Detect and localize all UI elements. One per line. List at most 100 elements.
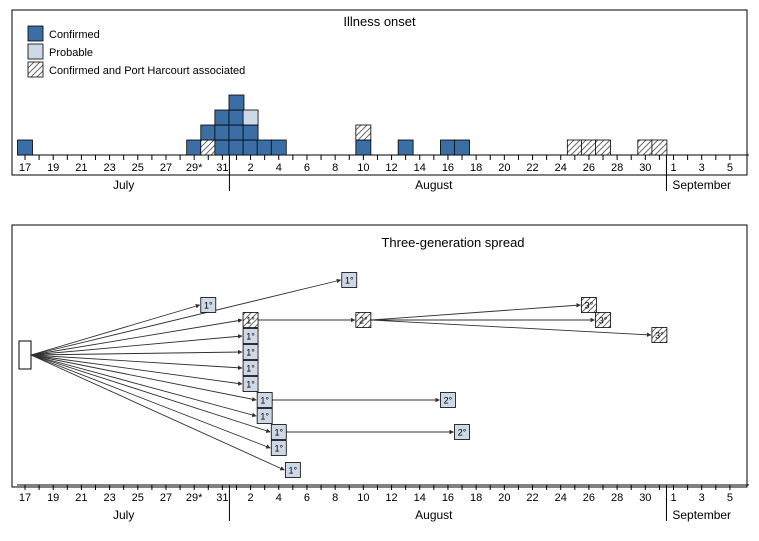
legend-label: Confirmed (49, 29, 100, 41)
case-node-label: 1° (246, 348, 255, 358)
epi-cell (229, 125, 244, 140)
tick-label: 22 (526, 492, 538, 504)
tick-label: 4 (276, 492, 282, 504)
tick-label: 5 (727, 492, 733, 504)
case-node-label: 2° (444, 396, 453, 406)
tick-label: 10 (357, 492, 369, 504)
epi-cell (455, 140, 470, 155)
tick-label: 29* (186, 162, 203, 174)
tick-label: 26 (583, 492, 595, 504)
tick-label: 23 (103, 162, 115, 174)
epi-cell (356, 140, 371, 155)
tick-label: 19 (47, 162, 59, 174)
epi-cell (201, 125, 216, 140)
epi-cell (229, 95, 244, 110)
case-node-label: 1° (260, 396, 269, 406)
tick-label: 20 (498, 492, 510, 504)
case-node-label: 2° (458, 428, 467, 438)
tick-label: 12 (385, 492, 397, 504)
tick-label: 3 (699, 492, 705, 504)
epi-cell (596, 140, 611, 155)
tick-label: 21 (75, 162, 87, 174)
tick-label: 28 (611, 492, 623, 504)
tick-label: 8 (332, 162, 338, 174)
transmission-edge (31, 355, 270, 432)
case-node-label: 1° (274, 428, 283, 438)
epi-cell (229, 110, 244, 125)
case-node-label: 1° (289, 466, 298, 476)
tick-label: 26 (583, 162, 595, 174)
case-node-label: 1° (274, 444, 283, 454)
tick-label: 28 (611, 162, 623, 174)
epi-cell (243, 140, 258, 155)
tick-label: 6 (304, 162, 310, 174)
tick-label: 6 (304, 492, 310, 504)
epi-cell (356, 125, 371, 140)
transmission-edge (31, 280, 341, 355)
case-node-label: 3° (655, 331, 664, 341)
tick-label: 21 (75, 492, 87, 504)
tick-label: 31 (216, 492, 228, 504)
case-node-label: 3° (585, 301, 594, 311)
tick-label: 25 (132, 162, 144, 174)
epi-cell (257, 140, 272, 155)
case-node-label: 1° (204, 301, 213, 311)
tick-label: 22 (526, 162, 538, 174)
epi-cell (581, 140, 596, 155)
epi-cell (243, 125, 258, 140)
index-case (19, 341, 31, 369)
epi-cell (229, 140, 244, 155)
legend-label: Confirmed and Port Harcourt associated (49, 65, 245, 77)
month-label: August (415, 508, 453, 522)
transmission-edge (31, 320, 242, 355)
case-node-label: 1° (246, 332, 255, 342)
epi-cell (215, 110, 230, 125)
case-node-label: 3° (599, 316, 608, 326)
epi-cell (18, 140, 33, 155)
legend-label: Probable (49, 47, 93, 59)
tick-label: 18 (470, 492, 482, 504)
tick-label: 20 (498, 162, 510, 174)
tick-label: 4 (276, 162, 282, 174)
tick-label: 14 (414, 162, 426, 174)
tick-label: 19 (47, 492, 59, 504)
month-label: July (113, 178, 134, 192)
tick-label: 23 (103, 492, 115, 504)
epi-cell (440, 140, 455, 155)
tick-label: 2 (248, 492, 254, 504)
epi-cell (567, 140, 582, 155)
epi-cell (652, 140, 667, 155)
epi-cell (271, 140, 286, 155)
tick-label: 16 (442, 162, 454, 174)
panel1-title: Illness onset (343, 14, 416, 29)
epi-cell (187, 140, 202, 155)
transmission-edge (371, 305, 581, 320)
epi-cell (638, 140, 653, 155)
tick-label: 17 (19, 162, 31, 174)
tick-label: 25 (132, 492, 144, 504)
month-label: September (672, 178, 731, 192)
case-node-label: 1° (260, 412, 269, 422)
tick-label: 30 (639, 492, 651, 504)
tick-label: 31 (216, 162, 228, 174)
tick-label: 14 (414, 492, 426, 504)
epi-cell (398, 140, 413, 155)
epi-cell (215, 140, 230, 155)
epidemic-curve-diagram: Illness onset Confirmed Probable Confirmed … (0, 0, 759, 541)
tick-label: 1 (670, 162, 676, 174)
case-node-label: 2° (359, 316, 368, 326)
case-node-label: 1° (246, 380, 255, 390)
tick-label: 27 (160, 162, 172, 174)
tick-label: 30 (639, 162, 651, 174)
month-label: July (113, 508, 134, 522)
panel1-border (12, 10, 747, 175)
epi-cell (201, 140, 216, 155)
tick-label: 3 (699, 162, 705, 174)
tick-label: 2 (248, 162, 254, 174)
tick-label: 16 (442, 492, 454, 504)
case-node-label: 1° (345, 276, 354, 286)
transmission-edge (31, 355, 256, 416)
epi-cell (243, 110, 258, 125)
tick-label: 24 (555, 162, 567, 174)
tick-label: 29* (186, 492, 203, 504)
